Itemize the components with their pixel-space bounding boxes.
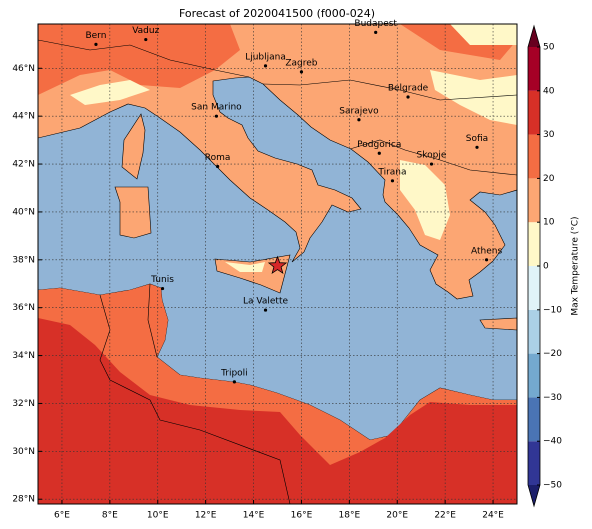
crete <box>479 317 517 331</box>
colorbar-band <box>528 266 540 310</box>
colorbar-tick-label: 50 <box>543 43 555 53</box>
east-field <box>430 70 517 125</box>
x-tick-label: 12°E <box>195 511 217 521</box>
city-dot <box>160 286 165 291</box>
city-dot <box>374 30 378 34</box>
x-tick-label: 16°E <box>291 511 313 521</box>
x-tick-label: 10°E <box>147 511 169 521</box>
city-label: Belgrade <box>388 84 429 94</box>
city-label: Tripoli <box>220 368 248 378</box>
y-tick-label: 38°N <box>12 255 35 265</box>
colorbar-tick-label: −40 <box>543 437 562 447</box>
colorbar-tick-label: 30 <box>543 130 555 140</box>
borders <box>262 79 517 101</box>
colorbar-tick-label: −30 <box>543 393 562 403</box>
x-tick-label: 6°E <box>54 511 70 521</box>
x-tick-label: 22°E <box>434 511 456 521</box>
colorbar-tick-label: 40 <box>543 86 555 96</box>
city-label: Roma <box>205 153 231 163</box>
city-dot <box>263 308 268 312</box>
colorbar-band <box>528 397 540 442</box>
sardinia <box>114 186 152 239</box>
y-tick-label: 32°N <box>12 399 35 409</box>
city-label: Sarajevo <box>339 106 379 116</box>
north-field <box>260 24 517 60</box>
corsica <box>121 113 146 180</box>
x-tick-label: 20°E <box>386 511 408 521</box>
sicily-field <box>225 262 265 272</box>
x-tick-label: 24°E <box>482 511 504 521</box>
balkan-warm-field <box>400 160 450 240</box>
city-dot <box>232 380 236 384</box>
y-tick-label: 36°N <box>12 303 35 313</box>
city-label: Tirana <box>377 167 406 177</box>
city-label: Podgorica <box>357 140 401 150</box>
y-tick-label: 44°N <box>12 112 35 122</box>
y-tick-label: 34°N <box>12 351 35 361</box>
city-label: Budapest <box>354 19 397 29</box>
colorbar-extend-over <box>528 26 540 47</box>
colorbar-tick-label: −50 <box>543 481 562 491</box>
colorbar-tick-label: −10 <box>543 305 562 315</box>
city-dot <box>214 114 219 118</box>
y-tick-label: 46°N <box>12 64 35 74</box>
colorbar-band <box>528 178 540 223</box>
colorbar-extend-under <box>528 485 540 506</box>
city-dot <box>216 164 220 169</box>
colorbar-tick-label: 20 <box>543 174 555 184</box>
city-label: Athens <box>471 246 502 256</box>
grid <box>38 24 517 504</box>
city-dot <box>429 162 434 166</box>
map-title: Forecast of 2020041500 (f000-024) <box>179 7 375 20</box>
colorbar-label: Max Temperature (°C) <box>571 216 581 315</box>
colorbar-band <box>528 222 540 266</box>
city-dot <box>484 258 489 262</box>
africa-hot-field <box>38 318 517 504</box>
borders <box>349 139 517 176</box>
colorbar-band <box>528 134 540 179</box>
city-dot <box>475 145 479 149</box>
colorbar-tick-label: 0 <box>543 262 549 272</box>
city-label: Vaduz <box>132 26 159 36</box>
city-label: Ljubljana <box>245 52 286 62</box>
city-dot <box>94 42 98 46</box>
city-label: Bern <box>85 31 106 41</box>
colorbar-tick-label: 10 <box>543 218 555 228</box>
city-label: Zagreb <box>285 58 317 68</box>
map-frame <box>37 23 518 505</box>
x-tick-label: 18°E <box>339 511 361 521</box>
location-marker <box>267 255 288 275</box>
city-dot <box>144 37 148 42</box>
city-label: La Valette <box>243 297 288 307</box>
y-tick-label: 28°N <box>12 495 35 505</box>
city-dot <box>406 95 410 99</box>
alps-field <box>38 24 240 95</box>
city-dot <box>299 70 304 74</box>
colorbar-band <box>528 441 540 485</box>
borders <box>99 294 291 504</box>
borders <box>147 283 158 358</box>
city-label: San Marino <box>191 103 242 113</box>
city-dot <box>357 118 361 122</box>
borders <box>38 39 250 78</box>
x-tick-label: 14°E <box>243 511 265 521</box>
hungary-field <box>450 24 517 45</box>
city-dot <box>377 151 381 155</box>
y-tick-label: 42°N <box>12 160 35 170</box>
city-label: Sofia <box>466 134 488 144</box>
colorbar-band <box>528 309 540 354</box>
colorbar-band <box>528 47 540 91</box>
alps-cool-field <box>70 80 150 105</box>
city-dot <box>263 64 268 68</box>
y-tick-label: 30°N <box>12 447 35 457</box>
city-label: Skopje <box>417 151 447 161</box>
city-label: Tunis <box>150 275 174 285</box>
colorbar-band <box>528 90 540 135</box>
y-tick-label: 40°N <box>12 207 35 217</box>
city-dot <box>390 179 395 183</box>
colorbar-band <box>528 353 540 398</box>
x-tick-label: 8°E <box>102 511 118 521</box>
colorbar-tick-label: −20 <box>543 349 562 359</box>
